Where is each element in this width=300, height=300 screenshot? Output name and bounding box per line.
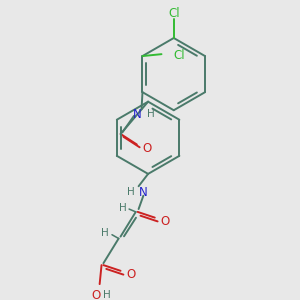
Text: H: H <box>101 228 109 238</box>
Text: H: H <box>103 290 111 300</box>
Text: O: O <box>160 214 170 227</box>
Text: H: H <box>147 109 155 119</box>
Text: Cl: Cl <box>168 8 180 20</box>
Text: H: H <box>118 203 126 213</box>
Text: O: O <box>91 289 101 300</box>
Text: N: N <box>139 186 148 199</box>
Text: Cl: Cl <box>173 49 184 62</box>
Text: H: H <box>127 187 135 197</box>
Text: O: O <box>126 268 136 281</box>
Text: N: N <box>134 108 142 121</box>
Text: O: O <box>142 142 152 155</box>
